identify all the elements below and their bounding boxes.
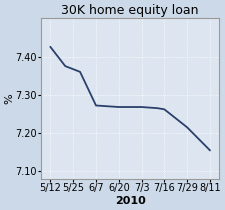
X-axis label: 2010: 2010 xyxy=(115,196,146,206)
Y-axis label: %: % xyxy=(4,93,14,104)
Title: 30K home equity loan: 30K home equity loan xyxy=(61,4,199,17)
